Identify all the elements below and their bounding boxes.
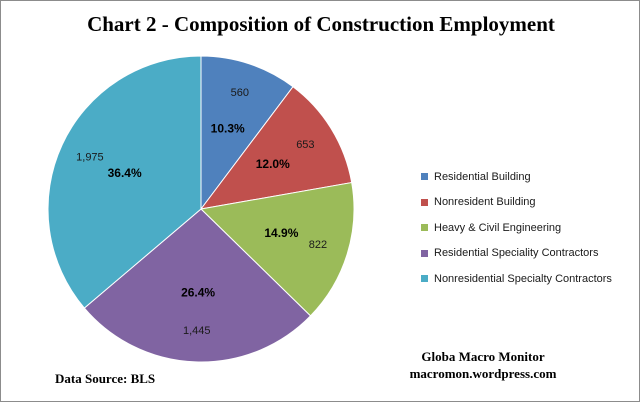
legend-item: Heavy & Civil Engineering [421, 215, 612, 241]
slice-percent-label: 14.9% [264, 226, 298, 240]
slice-value-label: 1,445 [183, 325, 211, 337]
slice-percent-label: 12.0% [256, 157, 290, 171]
legend-label: Heavy & Civil Engineering [434, 221, 562, 234]
pie-slice [199, 86, 353, 210]
pie-slice [200, 55, 294, 211]
legend-label: Residential Speciality Contractors [434, 247, 599, 260]
legend-item: Nonresidential Specialty Contractors [421, 266, 612, 292]
legend-swatch [421, 173, 428, 181]
pie-slice [47, 55, 202, 309]
slice-percent-label: 26.4% [181, 285, 215, 299]
legend-label: Residential Building [434, 170, 531, 183]
slice-value-label: 1,975 [76, 152, 104, 164]
pie-slice [199, 181, 355, 317]
legend-swatch [421, 224, 428, 232]
data-source-note: Data Source: BLS [55, 371, 156, 386]
legend-item: Nonresident Building [421, 190, 612, 216]
slice-percent-label: 36.4% [108, 166, 142, 180]
chart-legend: Residential Building Nonresident Building… [421, 164, 612, 292]
legend-item: Residential Building [421, 164, 612, 190]
credit-block: Globa Macro Monitor macromon.wordpress.c… [363, 348, 603, 382]
legend-label: Nonresidential Specialty Contractors [434, 272, 612, 285]
slice-value-label: 560 [231, 87, 249, 99]
slice-value-label: 653 [296, 139, 314, 151]
slice-percent-label: 10.3% [211, 121, 245, 135]
legend-item: Residential Speciality Contractors [421, 241, 612, 267]
legend-label: Nonresident Building [434, 196, 536, 209]
legend-swatch [421, 198, 428, 206]
legend-swatch [421, 249, 428, 257]
credit-url: macromon.wordpress.com [409, 366, 557, 381]
pie-slice [83, 208, 312, 363]
legend-swatch [421, 275, 428, 283]
credit-name: Globa Macro Monitor [421, 349, 545, 364]
chart-title: Chart 2 - Composition of Construction Em… [87, 12, 555, 36]
slice-value-label: 822 [309, 239, 327, 251]
